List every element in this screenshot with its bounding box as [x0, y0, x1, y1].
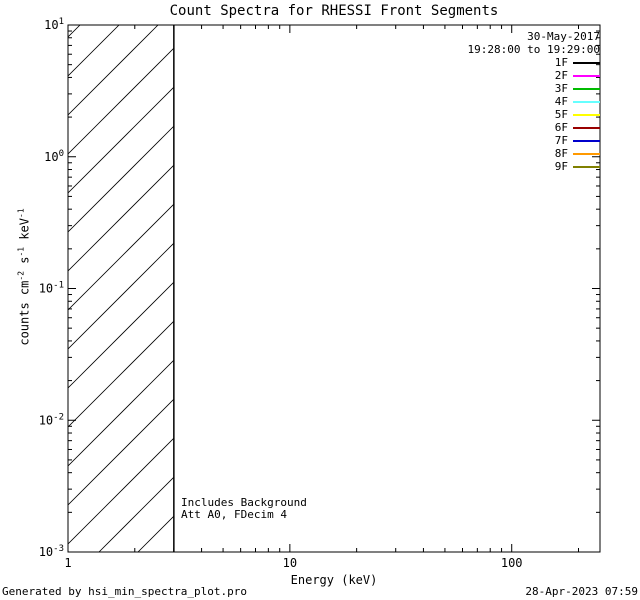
x-axis-label: Energy (keV)	[290, 573, 378, 587]
svg-text:10-3: 10-3	[39, 544, 64, 559]
legend-line-swatch	[573, 87, 600, 90]
svg-text:100: 100	[44, 149, 64, 164]
legend-label: 6F	[554, 121, 568, 134]
y-tick-labels: 10-3 10-2 10-1 100 101	[39, 17, 64, 559]
legend-entry-3f: 3F	[468, 82, 600, 95]
legend-entry-4f: 4F	[468, 95, 600, 108]
legend-label: 7F	[554, 134, 568, 147]
legend-label: 1F	[554, 56, 568, 69]
svg-text:101: 101	[44, 17, 64, 32]
background-hatch-region	[68, 25, 174, 552]
annotation-includes-background: Includes Background	[181, 496, 307, 509]
legend-line-swatch	[573, 113, 600, 116]
legend-entry-2f: 2F	[468, 69, 600, 82]
legend-line-swatch	[573, 165, 600, 168]
legend-line-swatch	[573, 74, 600, 77]
annotation-attenuator-state: Att A0, FDecim 4	[181, 508, 287, 521]
legend-label: 8F	[554, 147, 568, 160]
legend-label: 3F	[554, 82, 568, 95]
legend-time-range: 19:28:00 to 19:29:00	[467, 43, 600, 56]
svg-text:10-1: 10-1	[39, 281, 64, 296]
y-axis-ticks	[68, 24, 600, 553]
generation-timestamp: 28-Apr-2023 07:59	[525, 585, 638, 598]
legend-line-swatch	[573, 152, 600, 155]
chart-title: Count Spectra for RHESSI Front Segments	[169, 3, 499, 19]
legend-entry-1f: 1F	[468, 56, 600, 69]
legend-label: 5F	[554, 108, 568, 121]
legend-line-swatch	[573, 100, 600, 103]
legend-line-swatch	[573, 61, 600, 64]
legend-line-swatch	[573, 126, 600, 129]
svg-text:100: 100	[501, 556, 523, 570]
legend-label: 2F	[554, 69, 568, 82]
y-axis-label: counts cm-2 s-1 keV-1	[16, 208, 32, 346]
x-tick-labels: 1 10 100	[64, 556, 522, 570]
legend-line-swatch	[573, 139, 600, 142]
svg-text:10-2: 10-2	[39, 412, 64, 427]
legend: 30-May-2017 19:28:00 to 19:29:00 1F 2F 3…	[468, 30, 600, 173]
legend-entry-7f: 7F	[468, 134, 600, 147]
svg-text:10: 10	[283, 556, 297, 570]
legend-entry-8f: 8F	[468, 147, 600, 160]
generator-credit: Generated by hsi_min_spectra_plot.pro	[2, 585, 248, 598]
legend-entry-5f: 5F	[468, 108, 600, 121]
legend-entry-6f: 6F	[468, 121, 600, 134]
x-axis-ticks	[67, 25, 579, 552]
legend-label: 4F	[554, 95, 568, 108]
legend-entry-9f: 9F	[468, 160, 600, 173]
legend-date: 30-May-2017	[527, 30, 600, 43]
svg-text:1: 1	[64, 556, 71, 570]
legend-label: 9F	[554, 160, 568, 173]
